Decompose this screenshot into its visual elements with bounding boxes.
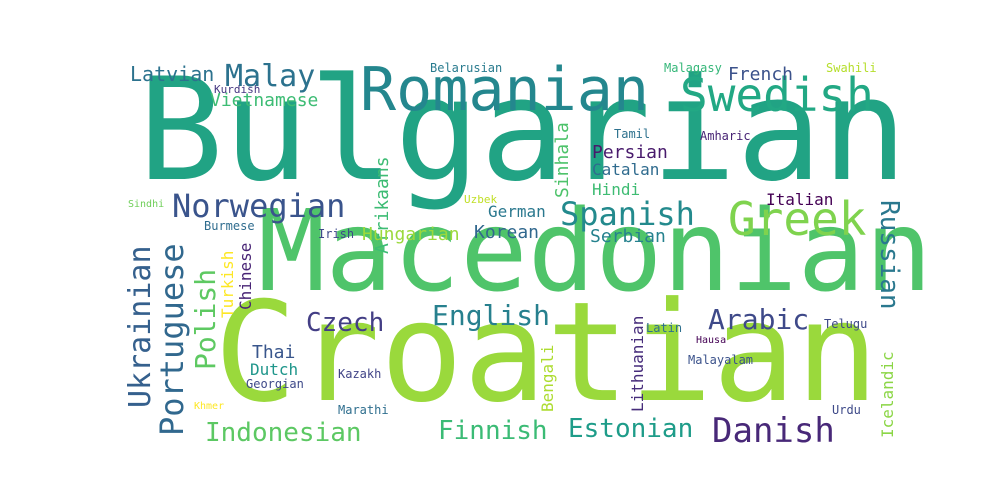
word-icelandic: Icelandic xyxy=(878,351,897,438)
word-indonesian: Indonesian xyxy=(205,418,362,448)
word-finnish: Finnish xyxy=(438,416,548,446)
word-spanish: Spanish xyxy=(560,195,695,233)
word-hungarian: Hungarian xyxy=(362,224,460,245)
word-danish: Danish xyxy=(712,411,835,451)
word-uzbek: Uzbek xyxy=(464,193,498,206)
word-thai: Thai xyxy=(252,342,296,363)
word-bengali: Bengali xyxy=(538,344,557,412)
word-irish: Irish xyxy=(318,227,355,241)
word-italian: Italian xyxy=(766,190,834,209)
word-malay: Malay xyxy=(225,59,316,94)
word-arabic: Arabic xyxy=(708,303,810,336)
word-norwegian: Norwegian xyxy=(172,187,346,225)
word-czech: Czech xyxy=(306,308,385,338)
word-portuguese: Portuguese xyxy=(153,243,191,436)
word-hindi: Hindi xyxy=(592,180,641,199)
word-latin: Latin xyxy=(646,321,683,335)
word-malayalam: Malayalam xyxy=(688,353,754,367)
word-greek: Greek xyxy=(728,192,867,246)
word-lithuanian: Lithuanian xyxy=(628,315,647,412)
word-dutch: Dutch xyxy=(250,360,299,379)
word-telugu: Telugu xyxy=(824,317,868,331)
word-hausa: Hausa xyxy=(696,335,727,346)
word-sinhala: Sinhala xyxy=(552,122,573,198)
word-swahili: Swahili xyxy=(826,61,877,75)
word-sindhi: Sindhi xyxy=(128,199,165,210)
word-vietnamese: Vietnamese xyxy=(210,90,319,111)
word-malagasy: Malagasy xyxy=(664,61,722,75)
word-belarusian: Belarusian xyxy=(430,61,503,75)
word-german: German xyxy=(488,202,546,221)
word-tamil: Tamil xyxy=(614,127,651,141)
word-croatian: Croatian xyxy=(214,272,879,433)
word-romanian: Romanian xyxy=(360,55,649,125)
word-marathi: Marathi xyxy=(338,403,389,417)
word-kurdish: Kurdish xyxy=(214,83,261,96)
word-persian: Persian xyxy=(592,142,668,163)
word-khmer: Khmer xyxy=(194,401,225,412)
word-kazakh: Kazakh xyxy=(338,367,382,381)
word-urdu: Urdu xyxy=(832,403,861,417)
word-ukrainian: Ukrainian xyxy=(123,245,158,408)
word-bulgarian: Bulgarian xyxy=(138,48,908,213)
word-amharic: Amharic xyxy=(700,129,751,143)
word-chinese: Chinese xyxy=(236,242,255,310)
word-latvian: Latvian xyxy=(130,62,215,86)
word-russian: Russian xyxy=(874,200,904,310)
word-swedish: Swedish xyxy=(680,68,874,122)
word-english: English xyxy=(432,299,551,332)
word-macedonian: Macedonian xyxy=(258,187,933,317)
word-polish: Polish xyxy=(189,268,222,370)
word-korean: Korean xyxy=(474,222,540,243)
word-serbian: Serbian xyxy=(590,226,666,247)
word-burmese: Burmese xyxy=(204,219,255,233)
word-catalan: Catalan xyxy=(592,160,660,179)
word-french: French xyxy=(728,64,794,85)
word-estonian: Estonian xyxy=(568,414,694,444)
word-turkish: Turkish xyxy=(218,250,237,318)
word-georgian: Georgian xyxy=(246,377,304,391)
